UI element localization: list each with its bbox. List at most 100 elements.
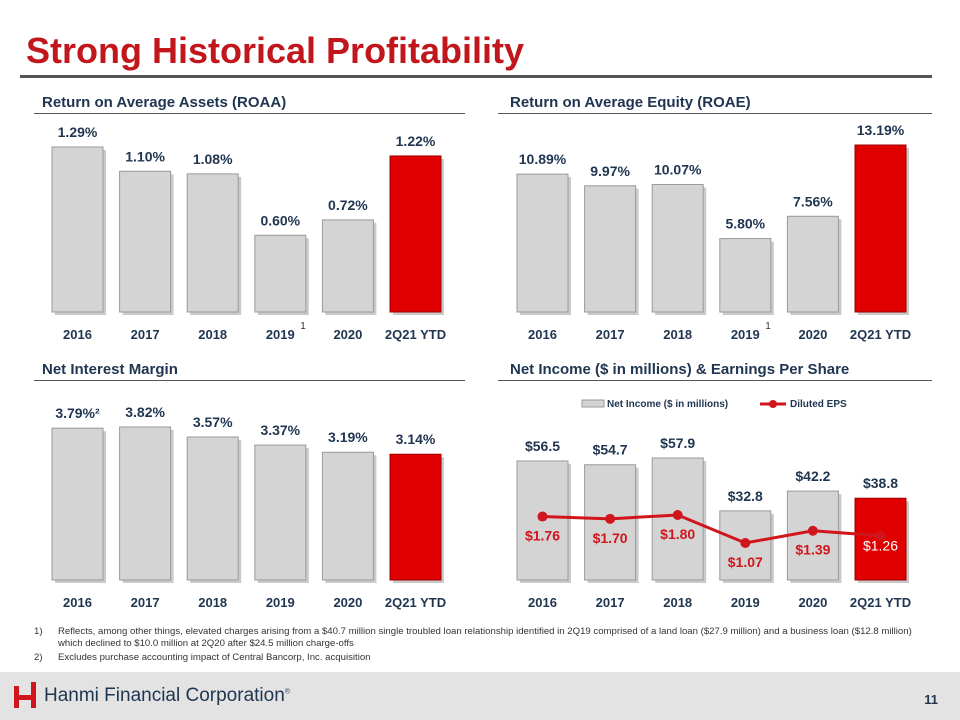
roaa-category-label-5: 2Q21 YTD xyxy=(385,327,446,342)
eps-point-2 xyxy=(672,510,683,520)
ni-bar-label-3: $32.8 xyxy=(728,488,763,504)
eps-point-5 xyxy=(875,530,886,541)
ni-bar-label-5: $38.8 xyxy=(863,475,898,491)
nim-bar-4 xyxy=(321,451,374,581)
roae-bar-4 xyxy=(786,215,839,313)
page-title: Strong Historical Profitability xyxy=(26,30,525,71)
nim-bar-label-3: 3.37% xyxy=(260,422,300,438)
roaa-superscript-3: 1 xyxy=(300,321,306,332)
roaa-bar-2 xyxy=(186,173,239,313)
ni-category-label-4: 2020 xyxy=(798,595,827,610)
ni-category-label-0: 2016 xyxy=(528,595,557,610)
eps-label-0: $1.76 xyxy=(525,528,560,544)
roaa-bar-label-2: 1.08% xyxy=(193,151,233,167)
ni-bar-label-4: $42.2 xyxy=(795,468,830,484)
nim-category-label-3: 2019 xyxy=(266,595,295,610)
roae-bar-3 xyxy=(719,238,772,313)
roae-bar-label-2: 10.07% xyxy=(654,162,702,178)
page-number: 11 xyxy=(924,692,938,707)
eps-label-3: $1.07 xyxy=(728,554,763,570)
ni-category-label-1: 2017 xyxy=(596,595,625,610)
nim-category-label-1: 2017 xyxy=(131,595,160,610)
trademark-mark: ® xyxy=(284,688,290,696)
nim-category-label-4: 2020 xyxy=(333,595,362,610)
nim-category-label-0: 2016 xyxy=(63,595,92,610)
roae-bar-5 xyxy=(854,144,907,313)
roae-bar-label-4: 7.56% xyxy=(793,193,833,209)
eps-point-4 xyxy=(807,525,818,536)
nim-bar-label-4: 3.19% xyxy=(328,429,368,445)
footnote-1-text: Reflects, among other things, elevated c… xyxy=(58,626,912,649)
ni-category-label-3: 2019 xyxy=(731,595,760,610)
eps-label-4: $1.39 xyxy=(795,542,830,558)
company-name: Hanmi Financial Corporation xyxy=(44,685,285,706)
footnote-2-text: Excludes purchase accounting impact of C… xyxy=(58,652,371,663)
roae-category-label-3: 2019 xyxy=(731,327,760,342)
roaa-bar-1 xyxy=(119,170,172,313)
nim-bar-1 xyxy=(119,426,172,581)
roae-category-label-5: 2Q21 YTD xyxy=(850,327,911,342)
nim-bar-label-5: 3.14% xyxy=(396,431,436,447)
roae-category-label-0: 2016 xyxy=(528,327,557,342)
roae-bar-0 xyxy=(516,173,569,313)
roae-bar-label-0: 10.89% xyxy=(519,151,567,167)
roaa-category-label-0: 2016 xyxy=(63,327,92,342)
roae-bar-1 xyxy=(584,185,637,313)
roaa-bar-label-3: 0.60% xyxy=(260,212,300,228)
company-logo-text: Hanmi Financial Corporation® xyxy=(44,685,290,707)
ni-bar-5 xyxy=(854,497,907,581)
roaa-panel-title: Return on Average Assets (ROAA) xyxy=(42,94,287,111)
roaa-bar-label-1: 1.10% xyxy=(125,148,165,164)
ni-category-label-2: 2018 xyxy=(663,595,692,610)
roaa-bar-3 xyxy=(254,234,307,313)
nim-bar-0 xyxy=(51,427,104,581)
roae-superscript-3: 1 xyxy=(765,321,771,332)
roae-panel-title: Return on Average Equity (ROAE) xyxy=(510,94,751,111)
roaa-category-label-3: 2019 xyxy=(266,327,295,342)
roaa-bar-5 xyxy=(389,155,442,313)
eps-point-0 xyxy=(537,511,548,522)
hanmi-logo-icon xyxy=(14,682,36,708)
roaa-panel-divider xyxy=(34,113,465,114)
ni-panel-title: Net Income ($ in millions) & Earnings Pe… xyxy=(510,361,850,378)
nim-bar-2 xyxy=(186,436,239,581)
roaa-category-label-1: 2017 xyxy=(131,327,160,342)
ni-category-label-5: 2Q21 YTD xyxy=(850,595,911,610)
roaa-bar-0 xyxy=(51,146,104,313)
eps-line xyxy=(542,513,881,545)
footnote-2-number: 2) xyxy=(34,652,43,663)
roae-bar-label-3: 5.80% xyxy=(725,216,765,232)
legend-net-income-label: Net Income ($ in millions) xyxy=(607,399,728,410)
legend-eps-swatch-marker xyxy=(769,400,777,408)
legend-net-income-swatch xyxy=(581,399,605,408)
roae-category-label-4: 2020 xyxy=(798,327,827,342)
eps-label-1: $1.70 xyxy=(593,530,628,546)
roaa-bar-label-0: 1.29% xyxy=(58,124,98,140)
eps-point-3 xyxy=(740,538,751,548)
ni-bar-label-0: $56.5 xyxy=(525,438,560,454)
eps-point-1 xyxy=(605,513,616,524)
ni-bar-label-1: $54.7 xyxy=(593,442,628,458)
nim-panel-divider xyxy=(34,380,465,381)
nim-category-label-5: 2Q21 YTD xyxy=(385,595,446,610)
legend-eps-label: Diluted EPS xyxy=(790,399,847,410)
footnotes: 1) Reflects, among other things, elevate… xyxy=(34,626,934,666)
eps-label-2: $1.80 xyxy=(660,526,695,542)
nim-panel-title: Net Interest Margin xyxy=(42,361,178,378)
title-divider xyxy=(20,75,932,78)
roaa-bar-4 xyxy=(321,219,374,313)
eps-label-5: $1.26 xyxy=(863,538,898,554)
roae-category-label-2: 2018 xyxy=(663,327,692,342)
roae-bar-label-1: 9.97% xyxy=(590,163,630,179)
footer-bar: Hanmi Financial Corporation® 11 xyxy=(0,672,960,720)
roae-bar-2 xyxy=(651,184,704,313)
nim-category-label-2: 2018 xyxy=(198,595,227,610)
nim-bar-label-0: 3.79%² xyxy=(55,405,100,421)
footnote-2: 2) Excludes purchase accounting impact o… xyxy=(34,652,934,664)
nim-bar-3 xyxy=(254,444,307,581)
nim-bar-label-2: 3.57% xyxy=(193,414,233,430)
